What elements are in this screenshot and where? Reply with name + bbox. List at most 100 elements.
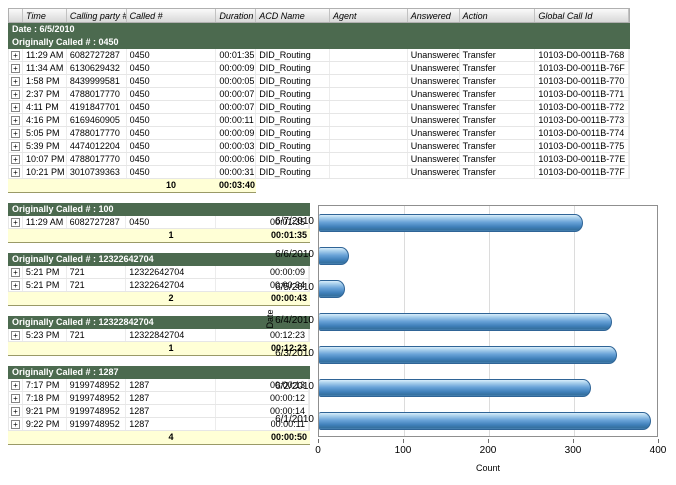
summary-spacer [66, 179, 126, 193]
group-summary-row: 4 00:00:50 [8, 431, 310, 445]
expand-cell: + [9, 127, 23, 139]
cell-called: 0450 [127, 153, 217, 165]
expand-cell: + [9, 379, 23, 391]
cell-agent [330, 75, 408, 87]
cell-calling: 9199748952 [67, 405, 127, 417]
table-row: +7:17 PM 9199748952 1287 00:00:13 [8, 379, 310, 392]
cell-action: Transfer [460, 62, 536, 74]
expand-cell: + [9, 62, 23, 74]
summary-spacer [22, 179, 66, 193]
chart-tick-mark [573, 439, 574, 443]
expand-plus-icon[interactable]: + [10, 393, 20, 403]
expand-plus-icon[interactable]: + [10, 50, 20, 60]
cell-called: 0450 [127, 101, 217, 113]
expand-plus-icon[interactable]: + [10, 115, 20, 125]
cell-called: 1287 [126, 379, 216, 391]
table-row: +5:23 PM 721 12322842704 00:12:23 [8, 329, 310, 342]
summary-spacer [8, 179, 22, 193]
expand-plus-icon[interactable]: + [10, 89, 20, 99]
header-cell-global_id: Global Call Id [535, 9, 629, 22]
cell-calling: 6082727287 [67, 49, 127, 61]
group-summary-row: 10 00:03:40 [8, 179, 630, 193]
chart-bar [319, 346, 617, 365]
cell-action: Transfer [460, 88, 536, 100]
call-detail-table: Time Calling party # Called # Duration ACD N… [8, 8, 630, 193]
cell-answered: Unanswered [408, 62, 460, 74]
cell-agent [330, 88, 408, 100]
expand-cell: + [9, 166, 23, 178]
expand-plus-icon[interactable]: + [10, 330, 20, 340]
cell-duration: 00:00:09 [216, 127, 257, 139]
cell-time: 5:39 PM [23, 140, 67, 152]
expand-plus-icon[interactable]: + [10, 380, 20, 390]
expand-plus-icon[interactable]: + [10, 217, 20, 227]
expand-plus-icon[interactable]: + [10, 128, 20, 138]
cell-agent [330, 49, 408, 61]
expand-plus-icon[interactable]: + [10, 63, 20, 73]
table-row: +11:29 AM 6082727287 0450 00:01:35 DID_Routi… [8, 49, 630, 62]
chart-category-label: 6/5/2010 [275, 281, 314, 293]
chart-x-tick-label: 400 [649, 445, 667, 456]
summary-spacer [66, 431, 126, 445]
expand-cell: + [9, 392, 23, 404]
table-row: +4:11 PM 4191847701 0450 00:00:07 DID_Routin… [8, 101, 630, 114]
summary-call-count: 1 [126, 342, 216, 356]
table-row: +2:37 PM 4788017770 0450 00:00:07 DID_Routin… [8, 88, 630, 101]
cell-global_id: 10103-D0-0011B-771 [535, 88, 630, 100]
cell-time: 5:21 PM [23, 279, 67, 291]
cell-time: 10:21 PM [23, 166, 67, 178]
expand-plus-icon[interactable]: + [10, 141, 20, 151]
cell-answered: Unanswered [408, 140, 460, 152]
chart-bar [319, 246, 349, 265]
expand-plus-icon[interactable]: + [10, 280, 20, 290]
expand-cell: + [9, 114, 23, 126]
summary-spacer [66, 342, 126, 356]
expand-cell: + [9, 266, 23, 278]
cell-time: 9:21 PM [23, 405, 67, 417]
summary-spacer [8, 229, 22, 243]
cell-time: 7:18 PM [23, 392, 67, 404]
chart-x-tick-label: 300 [564, 445, 582, 456]
cell-duration: 00:00:03 [216, 140, 257, 152]
cell-duration: 00:00:11 [216, 114, 257, 126]
expand-plus-icon[interactable]: + [10, 102, 20, 112]
cell-called: 12322842704 [126, 329, 216, 341]
group-summary-row: 1 00:01:35 [8, 229, 310, 243]
expand-plus-icon[interactable]: + [10, 419, 20, 429]
cell-answered: Unanswered [408, 75, 460, 87]
cell-time: 2:37 PM [23, 88, 67, 100]
date-group-band: Date : 6/5/2010 [8, 23, 630, 36]
table-row: +5:21 PM 721 12322642704 00:00:09 [8, 266, 310, 279]
cell-calling: 6130629432 [67, 62, 127, 74]
expand-plus-icon[interactable]: + [10, 167, 20, 177]
expand-plus-icon[interactable]: + [10, 76, 20, 86]
cell-action: Transfer [460, 49, 536, 61]
cell-duration: 00:00:31 [216, 166, 257, 178]
expand-plus-icon[interactable]: + [10, 267, 20, 277]
cell-answered: Unanswered [408, 101, 460, 113]
table-header-row: Time Calling party # Called # Duration ACD N… [8, 8, 630, 23]
chart-x-tick-label: 0 [315, 445, 321, 456]
summary-total-duration: 00:00:43 [216, 292, 310, 306]
cell-time: 7:17 PM [23, 379, 67, 391]
group-tables-column: Originally Called # : 100 +11:29 AM 608272… [8, 203, 310, 455]
group-table-1: Originally Called # : 12322642704 +5:21 P… [8, 253, 310, 306]
cell-action: Transfer [460, 166, 536, 178]
summary-spacer [66, 292, 126, 306]
cell-time: 11:29 AM [23, 49, 67, 61]
cell-called: 0450 [127, 114, 217, 126]
expand-cell: + [9, 418, 23, 430]
expand-cell: + [9, 75, 23, 87]
cell-time: 5:05 PM [23, 127, 67, 139]
cell-calling: 721 [67, 266, 127, 278]
expand-plus-icon[interactable]: + [10, 154, 20, 164]
cell-calling: 4788017770 [67, 153, 127, 165]
cell-global_id: 10103-D0-0011B-775 [535, 140, 630, 152]
expand-plus-icon[interactable]: + [10, 406, 20, 416]
header-cell-answered: Answered [408, 9, 460, 22]
cell-duration: 00:00:07 [216, 101, 257, 113]
expand-cell: + [9, 216, 23, 228]
summary-total-duration: 00:12:23 [216, 342, 310, 356]
summary-filler [256, 179, 630, 193]
